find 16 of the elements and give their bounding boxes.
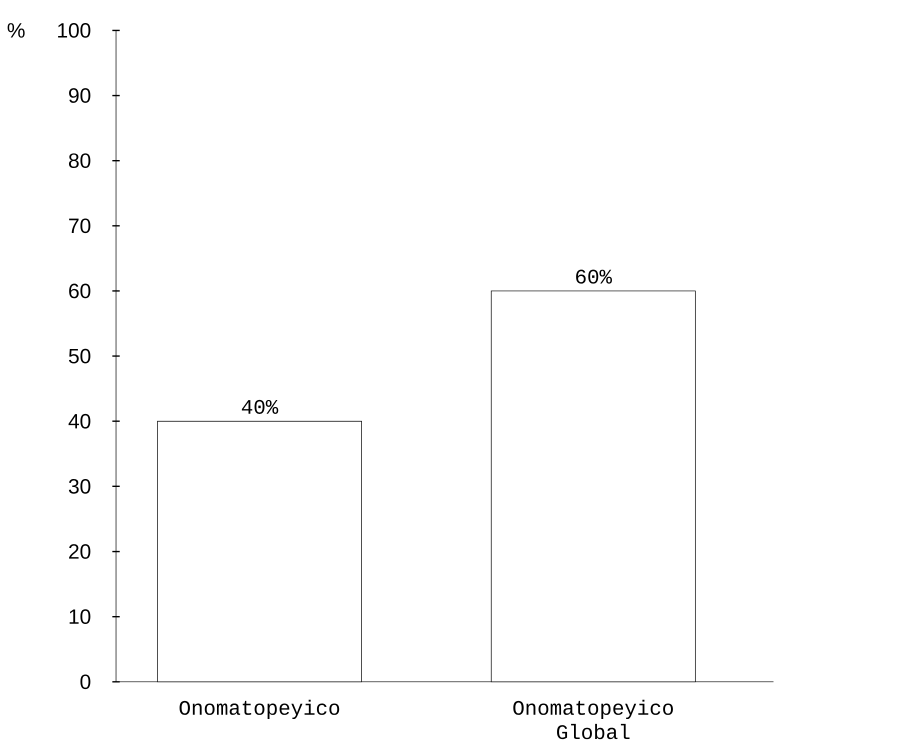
x-tick-label: Onomatopeyico <box>180 700 340 720</box>
y-tick-label: 50 <box>68 348 90 364</box>
y-axis-title: % <box>8 23 25 38</box>
y-tick-label: 10 <box>70 609 90 624</box>
y-tick-label: 60 <box>69 284 90 298</box>
y-tick-label: 70 <box>69 218 90 234</box>
y-tick-label: 80 <box>68 154 90 168</box>
x-tick-label: Onomatopeyico Global <box>513 700 673 740</box>
y-tick-label: 90 <box>69 88 90 104</box>
data-label: 60% <box>576 270 612 284</box>
y-tick-label: 100 <box>58 23 90 38</box>
y-tick-label: 0 <box>80 674 90 690</box>
data-label: 40% <box>242 400 278 414</box>
y-tick-label: 30 <box>68 479 90 494</box>
y-tick-label: 40 <box>68 414 90 429</box>
y-tick-label: 20 <box>69 544 90 560</box>
